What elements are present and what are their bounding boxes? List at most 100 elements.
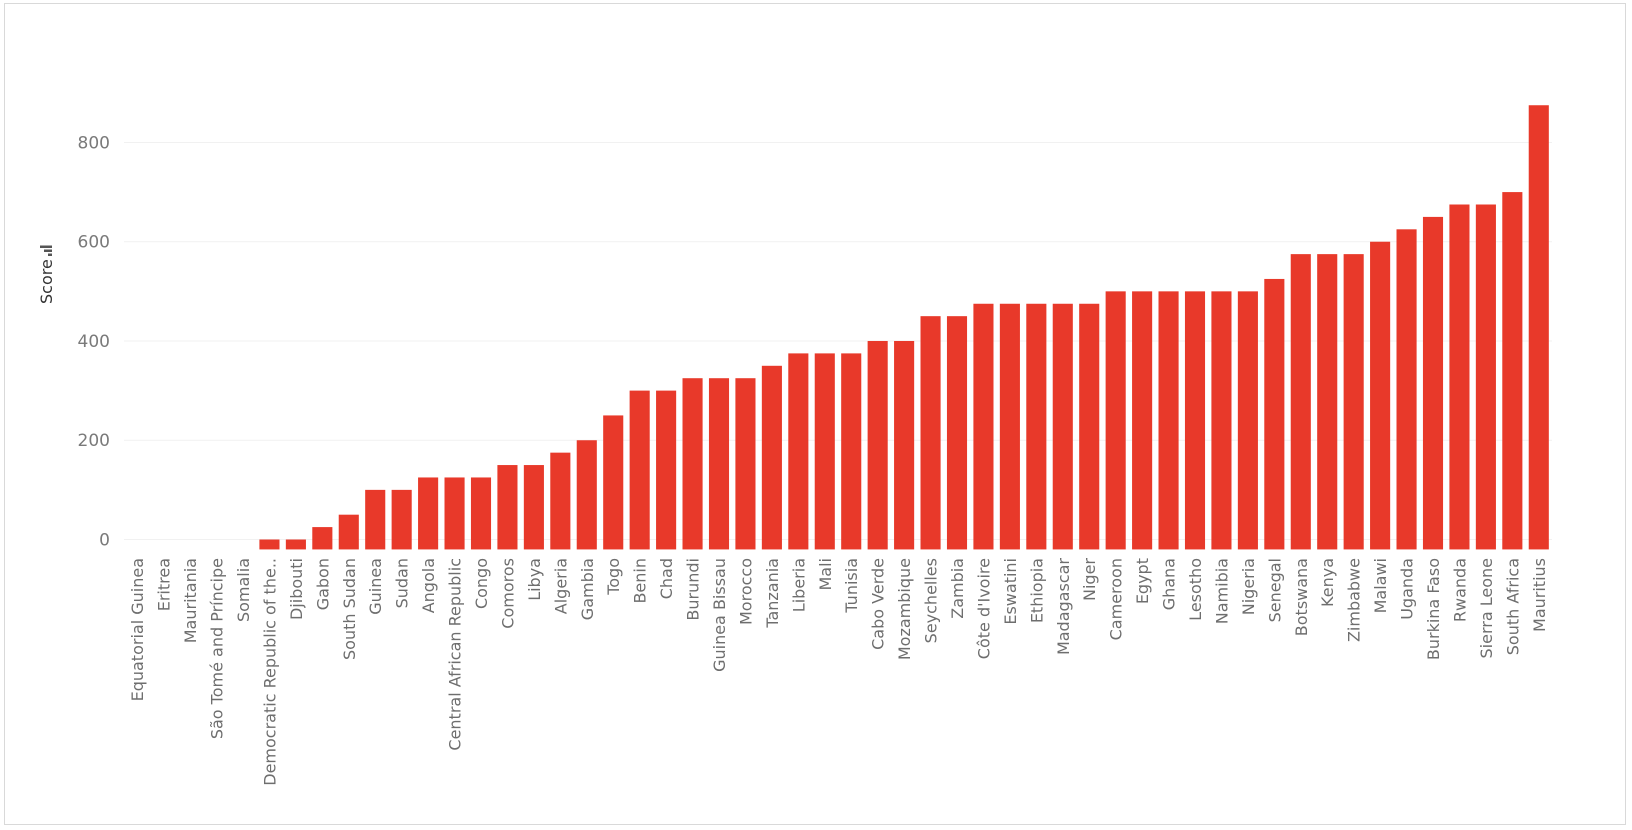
bar[interactable] [603, 415, 624, 550]
x-tick-label: Zimbabwe [1345, 558, 1364, 642]
y-axis-title-text: Score [37, 259, 56, 304]
bar[interactable] [1184, 291, 1206, 550]
bar[interactable] [523, 465, 544, 550]
bar[interactable] [1211, 291, 1232, 550]
x-tick-label: Benin [631, 558, 650, 604]
x-tick-label: Egypt [1133, 558, 1152, 604]
x-tick-label: Côte d'Ivoire [974, 558, 993, 659]
y-axis-ticks: 0 200 400 600 800 [78, 133, 110, 550]
bar[interactable] [973, 303, 994, 550]
x-tick-label: Seychelles [922, 558, 941, 643]
bar[interactable] [814, 353, 835, 550]
x-tick-label: Democratic Republic of the.. [260, 558, 279, 786]
bar[interactable] [1079, 303, 1100, 550]
bar[interactable] [365, 489, 386, 550]
bar[interactable] [418, 477, 439, 550]
bar[interactable] [1422, 216, 1444, 550]
x-tick-label: Ghana [1160, 558, 1179, 610]
x-tick-label: Algeria [551, 558, 570, 614]
x-tick-label: Cameroon [1107, 558, 1126, 640]
x-tick-label: Mozambique [895, 558, 914, 660]
x-tick-label: Libya [525, 558, 544, 601]
gridlines [124, 141, 1552, 540]
x-tick-label: Gabon [313, 558, 332, 610]
bar[interactable] [259, 539, 280, 550]
x-axis-labels: Equatorial Guinea Eritrea Mauritania São To… [128, 558, 1549, 786]
x-tick-label: Comoros [498, 558, 517, 629]
bar[interactable] [708, 378, 730, 550]
bar[interactable] [735, 378, 756, 550]
bar[interactable] [1528, 105, 1549, 550]
bar[interactable] [1052, 303, 1073, 550]
x-tick-label: Niger [1080, 558, 1099, 601]
x-tick-label: Rwanda [1450, 558, 1469, 622]
x-tick-label: Liberia [789, 558, 808, 612]
x-tick-label: Namibia [1212, 558, 1231, 624]
bar[interactable] [1449, 204, 1470, 550]
sort-icon[interactable] [40, 245, 52, 257]
bar[interactable] [1158, 291, 1179, 550]
y-tick-label: 0 [99, 531, 110, 551]
y-axis-title: Score [37, 245, 56, 304]
bar[interactable] [999, 303, 1020, 550]
bar[interactable] [285, 539, 306, 550]
bar[interactable] [920, 316, 941, 550]
y-tick-label: 800 [78, 133, 110, 153]
bar[interactable] [444, 477, 465, 550]
x-tick-label: Mauritania [181, 558, 200, 643]
bar[interactable] [629, 390, 650, 550]
x-tick-label: Botswana [1292, 558, 1311, 636]
x-tick-label: Equatorial Guinea [128, 558, 147, 701]
x-tick-label: Tunisia [842, 558, 861, 614]
bar[interactable] [1264, 278, 1285, 550]
bar[interactable] [576, 440, 597, 550]
x-tick-label: Morocco [736, 558, 755, 625]
bar[interactable] [1396, 229, 1417, 550]
x-tick-label: Sudan [393, 558, 412, 608]
bar[interactable] [1105, 291, 1126, 550]
bar[interactable] [867, 340, 888, 550]
x-tick-label: Kenya [1318, 558, 1337, 607]
bar[interactable] [497, 465, 518, 550]
x-tick-label: Eswatini [1001, 558, 1020, 625]
x-tick-label: Lesotho [1186, 558, 1205, 621]
bar[interactable] [1132, 291, 1153, 550]
bar[interactable] [682, 378, 703, 550]
bar[interactable] [1237, 291, 1258, 550]
x-tick-label: Gambia [578, 558, 597, 620]
x-tick-label: Zambia [948, 558, 967, 619]
x-tick-label: Ethiopia [1027, 558, 1046, 623]
bar[interactable] [312, 527, 333, 550]
bar[interactable] [470, 477, 492, 550]
x-tick-label: Angola [419, 558, 438, 613]
x-tick-label: Madagascar [1054, 558, 1073, 655]
bar[interactable] [788, 353, 809, 550]
bar[interactable] [761, 365, 782, 550]
x-tick-label: Central African Republic [446, 558, 465, 751]
x-tick-label: Sierra Leone [1477, 558, 1496, 658]
x-tick-label: Guinea Bissau [710, 558, 729, 672]
bar[interactable] [656, 390, 677, 550]
bar[interactable] [550, 452, 571, 550]
bar[interactable] [391, 489, 412, 550]
bar[interactable] [1343, 254, 1364, 550]
bar[interactable] [1370, 241, 1391, 550]
y-tick-label: 200 [78, 431, 110, 451]
bar[interactable] [946, 316, 968, 550]
bar[interactable] [1026, 303, 1047, 550]
bar[interactable] [841, 353, 862, 550]
x-tick-label: Mauritius [1530, 558, 1549, 632]
bar[interactable] [1290, 254, 1311, 550]
x-tick-label: Tanzania [763, 558, 782, 629]
bar[interactable] [894, 340, 915, 550]
y-tick-label: 400 [78, 332, 110, 352]
x-tick-label: Eritrea [155, 558, 174, 611]
x-tick-label: Senegal [1265, 558, 1284, 622]
bar[interactable] [1317, 254, 1338, 550]
x-tick-label: South Africa [1503, 558, 1522, 655]
bar[interactable] [1502, 192, 1523, 550]
bar[interactable] [338, 514, 359, 550]
x-tick-label: Togo [604, 558, 623, 596]
bar[interactable] [1475, 204, 1496, 550]
